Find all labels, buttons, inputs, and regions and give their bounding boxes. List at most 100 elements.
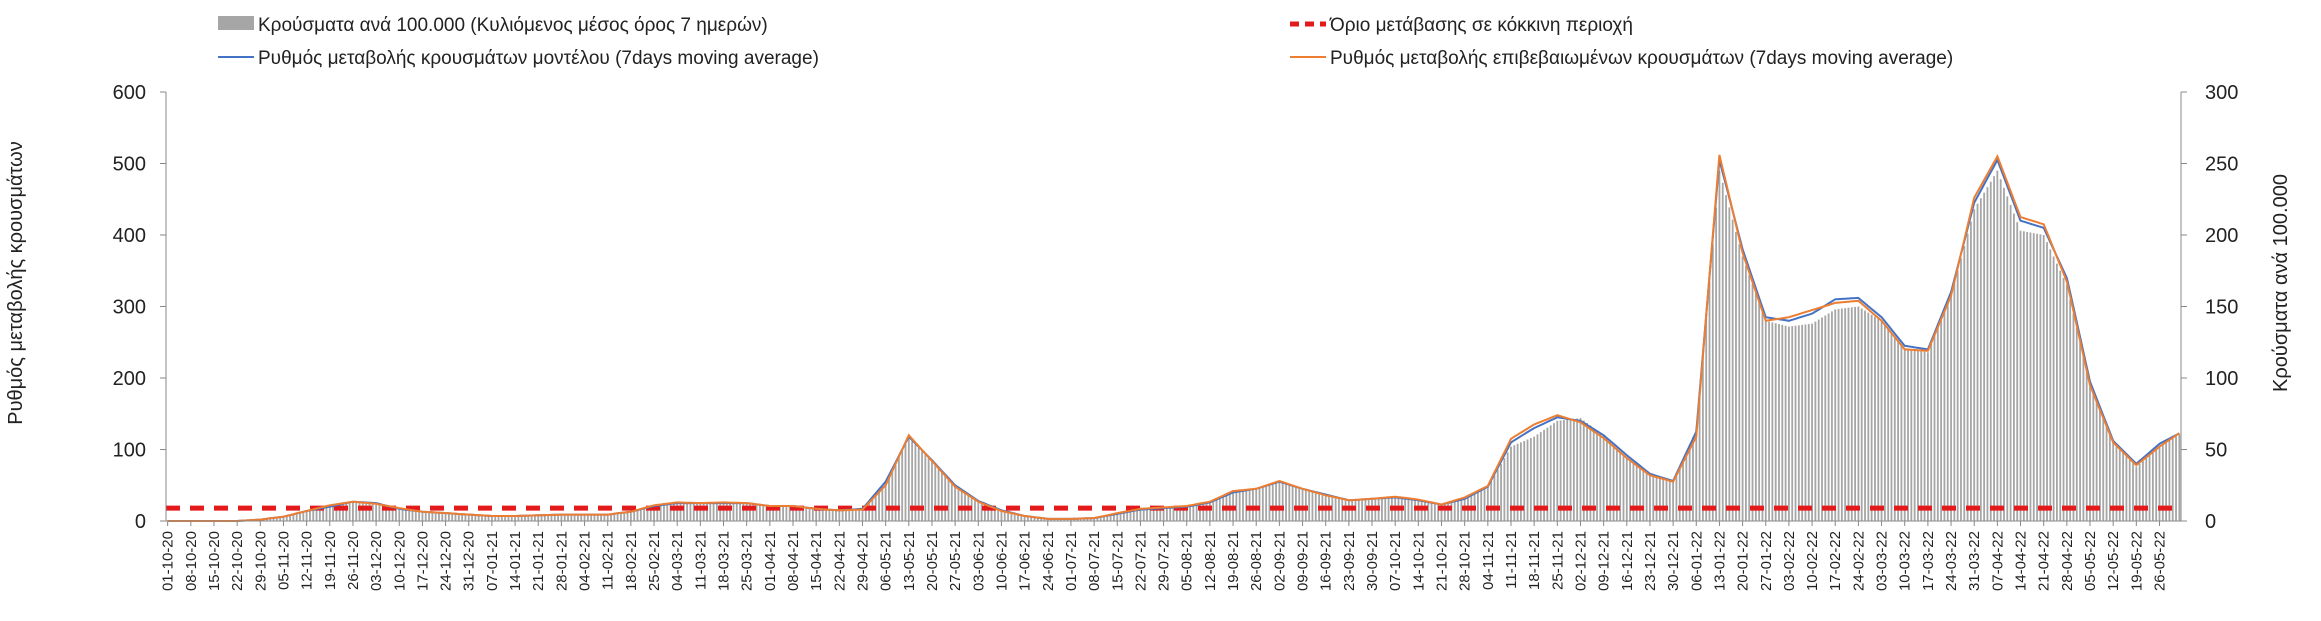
bar	[434, 513, 437, 521]
bar	[1857, 306, 1860, 521]
bar	[1281, 483, 1284, 521]
bar	[1887, 328, 1890, 521]
bar	[1606, 438, 1608, 521]
left-tick-label: 300	[113, 297, 146, 319]
bar	[1063, 519, 1066, 521]
bar	[805, 508, 808, 521]
bar	[1662, 479, 1665, 521]
bar	[504, 516, 507, 521]
bar	[1420, 501, 1423, 521]
bar	[1450, 502, 1453, 521]
bar	[682, 503, 685, 521]
x-tick-label: 21-04-22	[2036, 531, 2053, 591]
bar	[490, 516, 493, 521]
x-tick-label: 30-12-21	[1665, 531, 1682, 591]
bar	[1238, 491, 1241, 521]
bar	[1414, 500, 1416, 521]
bar	[696, 503, 698, 521]
bar	[610, 514, 612, 521]
bar	[1807, 324, 1810, 521]
bar	[312, 509, 315, 521]
x-tick-label: 19-08-21	[1225, 531, 1242, 591]
bar	[2003, 187, 2005, 521]
bar	[2072, 313, 2075, 521]
bar	[656, 506, 659, 521]
bar	[1711, 244, 1714, 521]
bar	[2151, 452, 2154, 521]
bar	[1261, 487, 1264, 521]
bar	[993, 508, 996, 521]
bar	[1933, 335, 1936, 521]
bar	[1099, 516, 1102, 521]
bar	[1235, 491, 1238, 521]
bar	[762, 505, 765, 521]
bar	[1053, 519, 1056, 521]
bar	[603, 515, 606, 521]
bar	[1917, 350, 1919, 521]
bar	[1797, 325, 1800, 521]
bar	[401, 509, 404, 521]
bar	[537, 515, 540, 521]
bar	[1165, 507, 1168, 521]
bar	[1692, 437, 1694, 521]
bar	[1576, 418, 1579, 521]
bar	[1156, 508, 1158, 521]
x-tick-label: 28-10-21	[1457, 531, 1474, 591]
bar	[464, 515, 467, 521]
right-tick-label: 200	[2205, 225, 2238, 247]
bar	[494, 516, 497, 521]
bar	[1996, 170, 1999, 521]
x-tick-label: 07-04-22	[1989, 531, 2006, 591]
bar	[1764, 320, 1767, 521]
x-tick-label: 15-07-21	[1109, 531, 1126, 591]
bar	[474, 515, 477, 521]
x-tick-label: 19-11-20	[322, 531, 339, 590]
bar	[1913, 349, 1916, 521]
bar	[1529, 438, 1532, 521]
x-tick-label: 18-03-21	[716, 531, 733, 591]
x-tick-label: 06-01-22	[1688, 531, 1705, 591]
bar	[1331, 496, 1334, 521]
right-tick-label: 300	[2205, 82, 2238, 104]
bar	[2019, 230, 2022, 521]
bar	[719, 503, 722, 521]
bar	[1860, 308, 1863, 521]
bar	[821, 509, 824, 521]
x-tick-label: 29-10-20	[252, 531, 269, 591]
bar	[749, 504, 751, 521]
x-tick-label: 09-09-21	[1295, 531, 1312, 591]
bar	[1926, 352, 1929, 521]
bar	[342, 504, 344, 521]
x-tick-label: 21-10-21	[1434, 531, 1451, 591]
bar	[1357, 500, 1360, 521]
bar	[414, 511, 417, 521]
bar	[2125, 456, 2128, 521]
x-tick-label: 01-04-21	[762, 531, 779, 591]
bar	[623, 513, 626, 521]
x-tick-label: 17-02-22	[1827, 531, 1844, 591]
bar	[653, 506, 655, 521]
bar	[1979, 198, 1982, 521]
x-tick-label: 25-03-21	[739, 531, 756, 591]
bar	[335, 505, 338, 521]
bar	[1718, 170, 1721, 521]
bar	[2062, 277, 2065, 521]
bar	[1682, 459, 1684, 521]
bar	[1490, 480, 1493, 521]
bar	[659, 505, 662, 521]
bar	[1023, 516, 1026, 521]
bar	[1543, 429, 1545, 521]
bar	[2142, 460, 2144, 521]
bar	[1817, 319, 1820, 521]
bar	[1103, 516, 1105, 521]
bar	[527, 515, 530, 521]
bar	[1533, 436, 1536, 521]
bar	[1132, 510, 1135, 521]
bar	[1195, 504, 1198, 521]
bar	[1417, 500, 1420, 521]
bar	[2042, 235, 2045, 521]
bar	[1526, 439, 1529, 521]
x-tick-label: 24-06-21	[1040, 531, 1057, 591]
bar	[851, 510, 854, 521]
